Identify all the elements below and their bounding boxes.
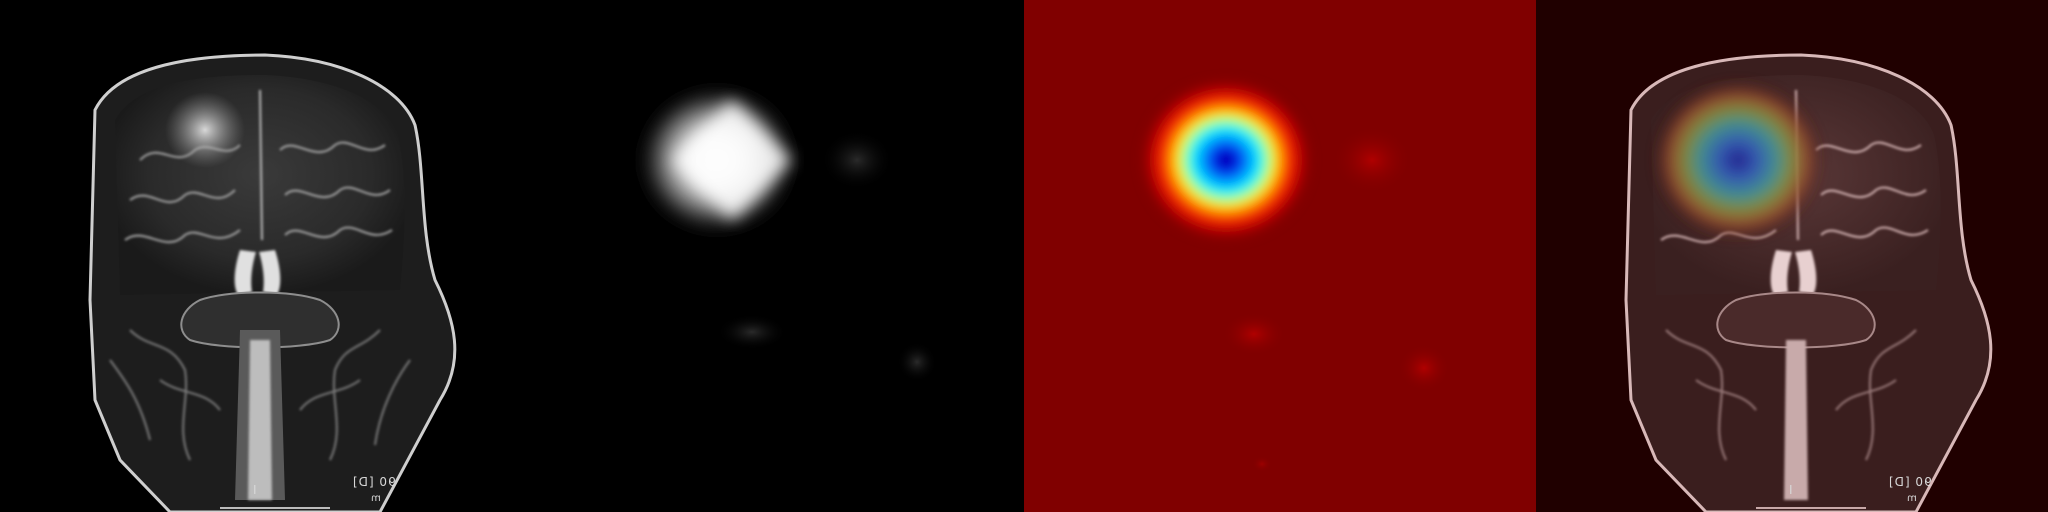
slice-label-right-sub: m — [1906, 493, 1917, 504]
orientation-label-left: I — [1789, 483, 1794, 497]
mri-original-panel: I 90 [D] m — [0, 0, 512, 512]
attention-map-grayscale-panel — [512, 0, 1024, 512]
slice-label-right-sub: m — [370, 493, 381, 504]
mri-heatmap-overlay-panel: I 90 [D] m — [1536, 0, 2048, 512]
attention-map-jet-image — [1024, 0, 1536, 512]
mri-heatmap-overlay-image — [1536, 0, 2048, 512]
slice-label-right: 90 [D] — [1888, 475, 1932, 489]
attention-map-jet-panel — [1024, 0, 1536, 512]
mri-coronal-image — [0, 0, 512, 512]
slice-label-right: 90 [D] — [352, 475, 396, 489]
orientation-label-left: I — [253, 483, 258, 497]
attention-map-grayscale-image — [512, 0, 1024, 512]
